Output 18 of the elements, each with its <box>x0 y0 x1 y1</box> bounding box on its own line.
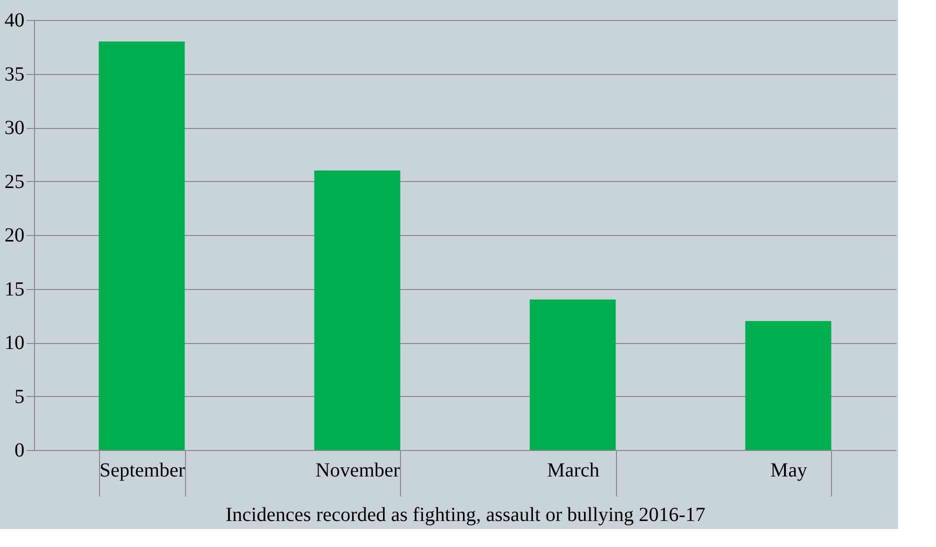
x-tick-label: November <box>316 460 400 482</box>
y-tick-label: 25 <box>4 170 24 193</box>
y-tick-label: 35 <box>4 63 24 86</box>
x-tick-label: May <box>770 460 808 482</box>
y-tick-label: 5 <box>14 386 24 408</box>
bar <box>530 300 616 450</box>
y-tick-label: 20 <box>4 224 24 246</box>
bar <box>98 42 185 450</box>
bar <box>314 170 400 450</box>
x-tick-label: September <box>99 460 186 482</box>
y-tick-label: 15 <box>4 278 24 300</box>
y-tick-label: 30 <box>4 117 24 139</box>
y-tick-label: 40 <box>4 10 24 32</box>
bar <box>745 321 832 450</box>
y-tick-label: 0 <box>14 440 24 462</box>
y-tick-label: 10 <box>4 332 24 354</box>
x-tick-label: March <box>547 460 600 482</box>
x-axis-title: Incidences recorded as fighting, assault or bullying 2016-17 <box>226 504 706 526</box>
